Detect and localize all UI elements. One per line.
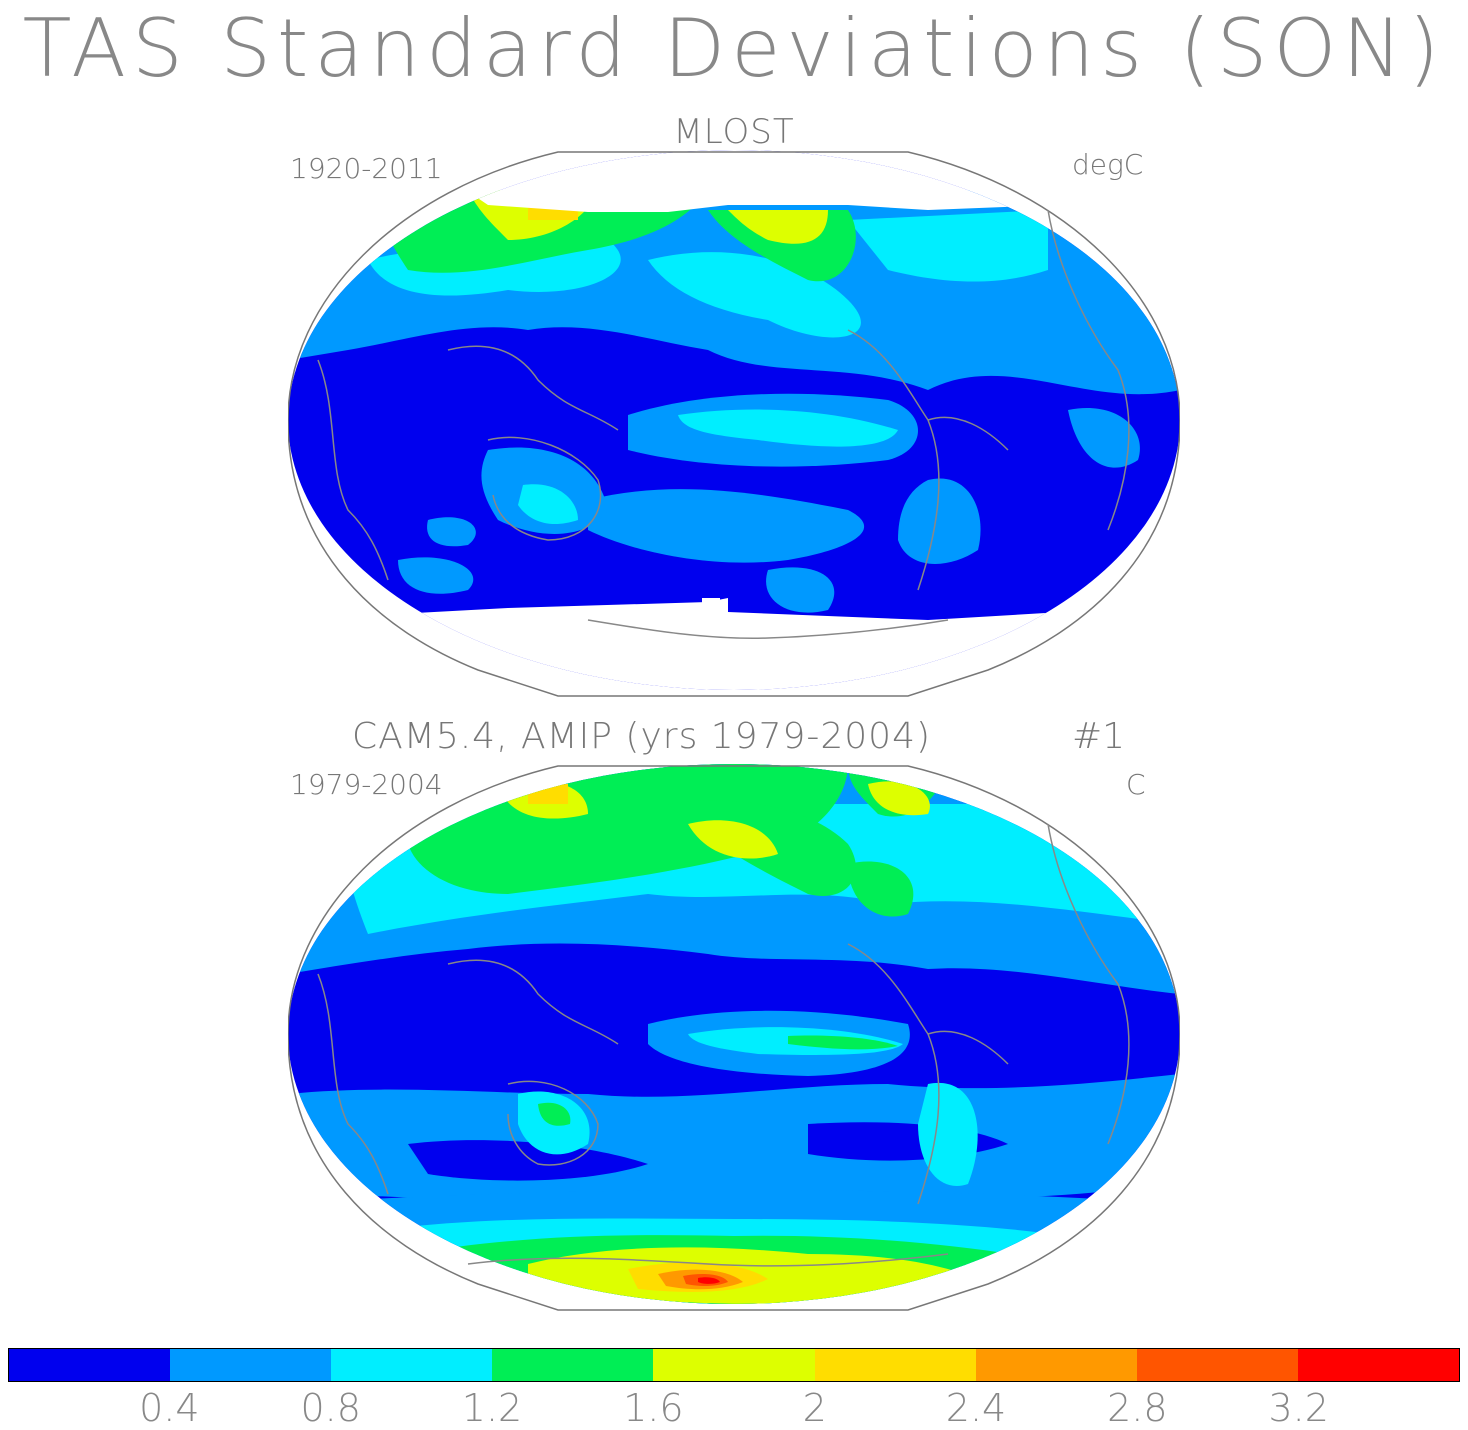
colorbar-tick-label: 0.4 bbox=[139, 1386, 200, 1430]
panel1-title: MLOST bbox=[673, 112, 795, 152]
main-title: TAS Standard Deviations (SON) bbox=[22, 2, 1446, 95]
panel1-units-label: degC bbox=[1072, 148, 1144, 181]
colorbar-segment bbox=[331, 1349, 493, 1381]
colorbar-segment bbox=[1297, 1349, 1459, 1381]
panel2-units-label: C bbox=[1126, 768, 1146, 801]
colorbar-segment bbox=[653, 1349, 815, 1381]
colorbar-tick-label: 0.8 bbox=[300, 1386, 361, 1430]
colorbar-tick-label: 2.4 bbox=[945, 1386, 1007, 1430]
panel1-map bbox=[288, 150, 1180, 697]
colorbar-segment bbox=[975, 1349, 1137, 1381]
panel2-map bbox=[288, 764, 1180, 1311]
colorbar-tick-label: 1.6 bbox=[623, 1386, 684, 1430]
panel2-run-label: #1 bbox=[1072, 716, 1126, 757]
colorbar-tick-label: 2 bbox=[802, 1386, 827, 1430]
colorbar-segment bbox=[1136, 1349, 1298, 1381]
colorbar-segment bbox=[492, 1349, 654, 1381]
panel2-title: CAM5.4, AMIP (yrs 1979-2004) bbox=[352, 716, 932, 757]
colorbar-tick-label: 1.2 bbox=[461, 1386, 523, 1430]
panel2-period-label: 1979-2004 bbox=[290, 768, 443, 801]
colorbar-tick-label: 3.2 bbox=[1268, 1386, 1329, 1430]
colorbar-segment bbox=[814, 1349, 976, 1381]
colorbar bbox=[8, 1348, 1460, 1382]
colorbar-segment bbox=[170, 1349, 332, 1381]
colorbar-segment bbox=[9, 1349, 171, 1381]
panel1-period-label: 1920-2011 bbox=[290, 152, 443, 185]
colorbar-labels: 0.4 0.8 1.2 1.6 2 2.4 2.8 3.2 bbox=[8, 1386, 1460, 1430]
colorbar-tick-label: 2.8 bbox=[1107, 1386, 1168, 1430]
